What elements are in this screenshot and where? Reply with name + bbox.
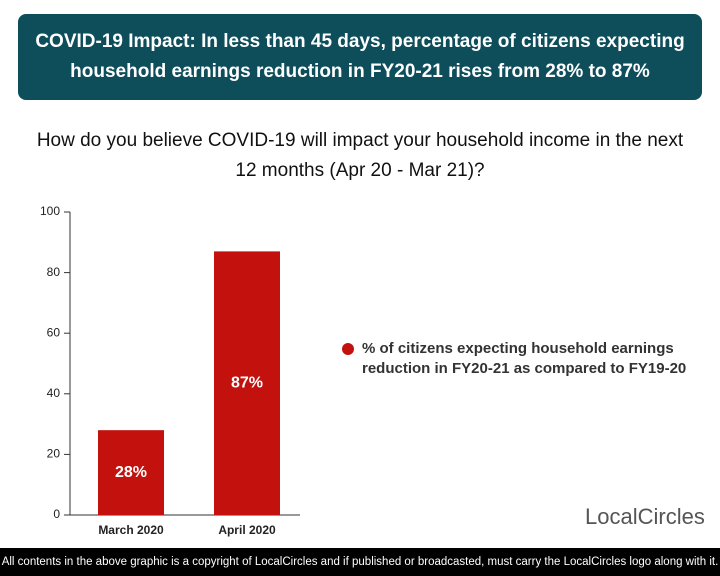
y-tick-label: 0 <box>53 507 60 521</box>
y-tick-label: 60 <box>47 325 61 339</box>
y-tick-label: 40 <box>47 386 61 400</box>
footer: All contents in the above graphic is a c… <box>0 548 720 576</box>
y-tick-label: 100 <box>40 204 60 218</box>
x-tick-label: April 2020 <box>218 523 276 537</box>
banner-title: COVID-19 Impact: In less than 45 days, p… <box>18 14 702 100</box>
value-label: 87% <box>231 374 263 391</box>
y-tick-label: 80 <box>47 265 61 279</box>
bar <box>98 430 164 515</box>
x-tick-label: March 2020 <box>98 523 164 537</box>
value-label: 28% <box>115 464 147 481</box>
chart-subtitle: How do you believe COVID-19 will impact … <box>36 130 684 181</box>
legend-marker <box>342 343 354 355</box>
legend-label: % of citizens expecting household earnin… <box>362 340 687 377</box>
bar <box>214 251 280 515</box>
logo: LocalCircles <box>585 504 705 529</box>
y-tick-label: 20 <box>47 447 61 461</box>
legend: % of citizens expecting household earnin… <box>342 339 702 379</box>
